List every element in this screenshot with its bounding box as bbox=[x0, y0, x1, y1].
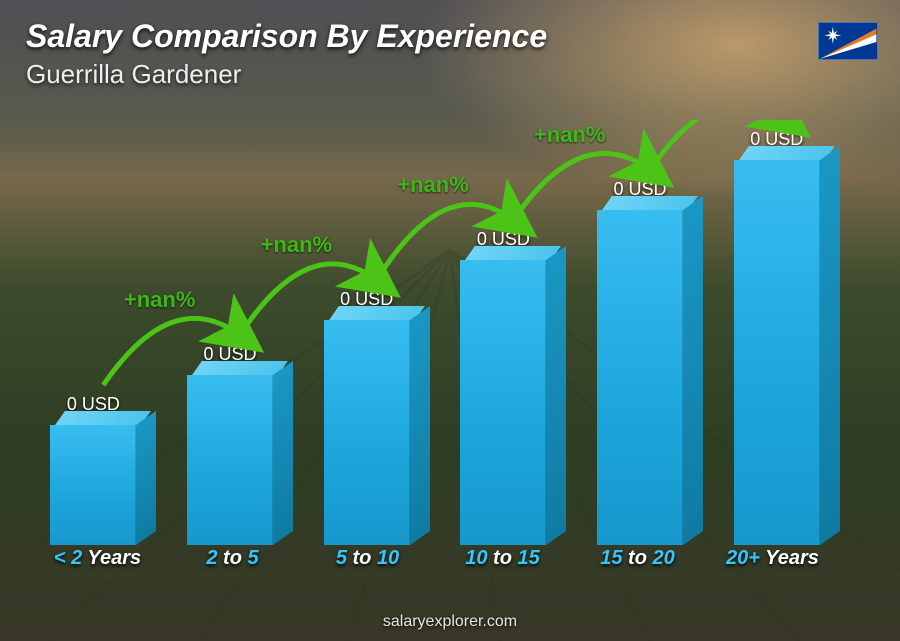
chart-title: Salary Comparison By Experience bbox=[26, 18, 547, 55]
bar bbox=[460, 260, 546, 545]
x-axis-label: 5 to 10 bbox=[300, 547, 435, 575]
chart-stage: Salary Comparison By Experience Guerrill… bbox=[0, 0, 900, 641]
x-axis-label: 15 to 20 bbox=[570, 547, 705, 575]
bar-top-face bbox=[739, 146, 835, 160]
bar-side-face bbox=[820, 146, 840, 545]
bar bbox=[50, 425, 136, 545]
chart-area: 0 USD0 USD0 USD0 USD0 USD0 USD +nan%+nan… bbox=[30, 120, 840, 575]
chart-subtitle: Guerrilla Gardener bbox=[26, 59, 547, 90]
bar-side-face bbox=[683, 196, 703, 545]
bar-slot: 0 USD bbox=[303, 289, 430, 545]
bars-row: 0 USD0 USD0 USD0 USD0 USD0 USD bbox=[30, 120, 840, 545]
title-block: Salary Comparison By Experience Guerrill… bbox=[26, 18, 547, 90]
bar-slot: 0 USD bbox=[577, 179, 704, 545]
bar-slot: 0 USD bbox=[713, 129, 840, 545]
bar-top-face bbox=[192, 361, 288, 375]
bar-slot: 0 USD bbox=[167, 344, 294, 545]
x-axis-label: 2 to 5 bbox=[165, 547, 300, 575]
bar bbox=[187, 375, 273, 545]
x-axis-labels: < 2 Years2 to 55 to 1010 to 1515 to 2020… bbox=[30, 547, 840, 575]
bar-side-face bbox=[410, 306, 430, 545]
bar bbox=[597, 210, 683, 545]
bar-front-face bbox=[324, 320, 410, 545]
footer-credit: salaryexplorer.com bbox=[0, 613, 900, 631]
bar-top-face bbox=[329, 306, 425, 320]
bar-front-face bbox=[734, 160, 820, 545]
bar-front-face bbox=[597, 210, 683, 545]
bar-side-face bbox=[273, 361, 293, 545]
country-flag bbox=[818, 22, 878, 60]
bar-side-face bbox=[546, 246, 566, 545]
x-axis-label: < 2 Years bbox=[30, 547, 165, 575]
bar bbox=[324, 320, 410, 545]
bar-slot: 0 USD bbox=[30, 394, 157, 545]
bar-side-face bbox=[136, 411, 156, 545]
x-axis-label: 20+ Years bbox=[705, 547, 840, 575]
bar-slot: 0 USD bbox=[440, 229, 567, 545]
bar-front-face bbox=[187, 375, 273, 545]
bar bbox=[734, 160, 820, 545]
bar-front-face bbox=[460, 260, 546, 545]
x-axis-label: 10 to 15 bbox=[435, 547, 570, 575]
bar-top-face bbox=[602, 196, 698, 210]
bar-front-face bbox=[50, 425, 136, 545]
